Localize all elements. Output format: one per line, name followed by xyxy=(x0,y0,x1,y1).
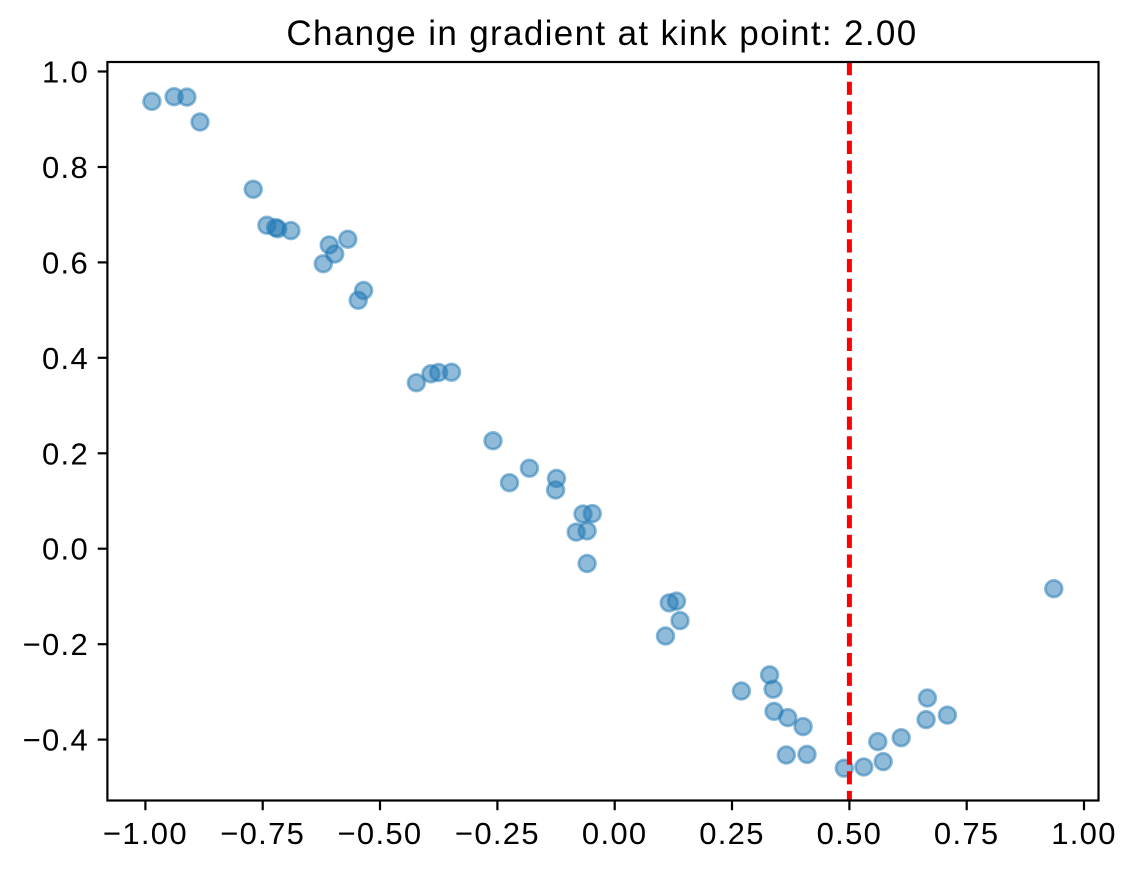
svg-text:0.25: 0.25 xyxy=(699,816,765,851)
svg-text:0.0: 0.0 xyxy=(42,532,89,567)
svg-text:−0.50: −0.50 xyxy=(338,816,423,851)
svg-text:1.0: 1.0 xyxy=(42,55,89,90)
svg-text:0.4: 0.4 xyxy=(42,341,89,376)
svg-text:0.00: 0.00 xyxy=(582,816,648,851)
svg-text:0.6: 0.6 xyxy=(42,245,89,280)
svg-text:−0.2: −0.2 xyxy=(23,627,89,662)
svg-text:Change in gradient at kink poi: Change in gradient at kink point: 2.00 xyxy=(286,14,917,53)
svg-text:−0.25: −0.25 xyxy=(455,816,540,851)
svg-text:−1.00: −1.00 xyxy=(103,816,188,851)
svg-text:−0.4: −0.4 xyxy=(23,723,89,758)
svg-text:0.50: 0.50 xyxy=(817,816,883,851)
svg-text:0.8: 0.8 xyxy=(42,150,89,185)
svg-text:0.2: 0.2 xyxy=(42,436,89,471)
svg-text:1.00: 1.00 xyxy=(1051,816,1117,851)
svg-text:−0.75: −0.75 xyxy=(220,816,305,851)
svg-text:0.75: 0.75 xyxy=(934,816,1000,851)
